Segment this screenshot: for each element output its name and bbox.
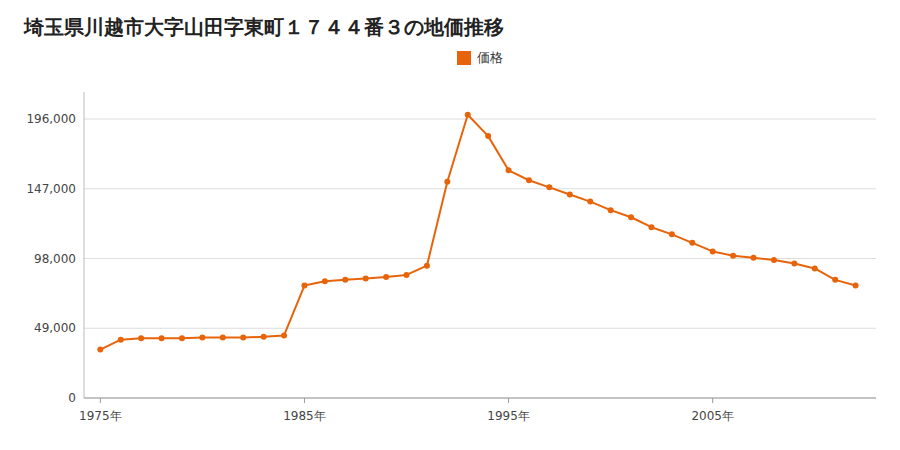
x-tick-label: 1975年: [79, 409, 122, 423]
point: [220, 335, 226, 341]
plot-area: [97, 112, 858, 353]
point: [465, 112, 471, 118]
point: [301, 283, 307, 289]
point: [342, 277, 348, 283]
grid-line: [84, 188, 876, 189]
line: [100, 115, 855, 350]
point: [199, 335, 205, 341]
point: [363, 275, 369, 281]
point: [485, 133, 491, 139]
x-tick: [508, 398, 509, 403]
point: [567, 191, 573, 197]
point: [853, 283, 859, 289]
point: [118, 337, 124, 343]
legend: 価格: [457, 50, 503, 65]
y-tick-label: 49,000: [34, 321, 76, 335]
point: [138, 335, 144, 341]
point: [240, 335, 246, 341]
point: [383, 274, 389, 280]
axes: 0 49,000 98,000 147,000 196,000 1975年 1985年 199…: [26, 92, 876, 423]
grid-line: [84, 398, 876, 399]
point: [97, 347, 103, 353]
point: [771, 257, 777, 263]
title: 埼玉県川越市大字山田字東町１７４４番３の地価推移: [23, 15, 504, 39]
y-tick-label: 0: [68, 391, 76, 405]
point: [832, 277, 838, 283]
point: [506, 167, 512, 173]
point: [710, 248, 716, 254]
point: [261, 334, 267, 340]
point: [791, 261, 797, 267]
x-tick: [100, 398, 101, 403]
y-tick-label: 98,000: [34, 252, 76, 266]
y-tick-label: 196,000: [26, 112, 76, 126]
point: [587, 199, 593, 205]
point: [322, 278, 328, 284]
point: [669, 231, 675, 237]
x-tick: [712, 398, 713, 403]
chart: 埼玉県川越市大字山田字東町１７４４番３の地価推移 0 49,000 98,000 147…: [0, 0, 900, 450]
point: [546, 184, 552, 190]
point: [444, 179, 450, 185]
grid-line: [84, 328, 876, 329]
point: [404, 272, 410, 278]
point: [628, 214, 634, 220]
y-tick-label: 147,000: [26, 182, 76, 196]
x-tick-label: 1985年: [283, 409, 326, 423]
point: [159, 335, 165, 341]
legend-label: 価格: [477, 50, 503, 65]
x-tick-label: 1995年: [487, 409, 530, 423]
point: [689, 240, 695, 246]
point: [648, 224, 654, 230]
legend-swatch: [457, 51, 471, 65]
point: [179, 335, 185, 341]
point: [730, 253, 736, 259]
point: [608, 207, 614, 213]
point: [812, 265, 818, 271]
x-axis-line: [84, 398, 876, 399]
point: [281, 332, 287, 338]
y-axis-line: [84, 92, 85, 398]
x-tick: [304, 398, 305, 403]
grid-line: [84, 119, 876, 120]
point: [526, 177, 532, 183]
point: [751, 255, 757, 261]
x-tick-label: 2005年: [691, 409, 734, 423]
point: [424, 263, 430, 269]
